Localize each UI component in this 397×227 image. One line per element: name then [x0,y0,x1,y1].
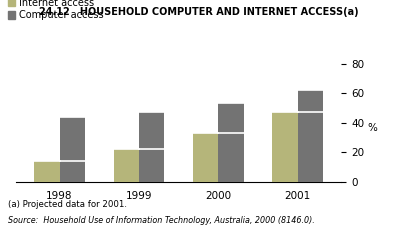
Legend: Internet access, Computer access: Internet access, Computer access [8,0,104,20]
Y-axis label: %: % [368,123,378,133]
Bar [218,103,244,182]
Text: 24.12   HOUSEHOLD COMPUTER AND INTERNET ACCESS(a): 24.12 HOUSEHOLD COMPUTER AND INTERNET AC… [39,7,358,17]
Bar [272,112,298,182]
Bar [114,149,139,182]
Text: Source:  Household Use of Information Technology, Australia, 2000 (8146.0).: Source: Household Use of Information Tec… [8,216,315,225]
Bar [193,133,218,182]
Bar [60,117,85,182]
Bar [298,90,323,182]
Bar [34,161,60,182]
Text: (a) Projected data for 2001.: (a) Projected data for 2001. [8,200,127,209]
Bar [139,112,164,182]
